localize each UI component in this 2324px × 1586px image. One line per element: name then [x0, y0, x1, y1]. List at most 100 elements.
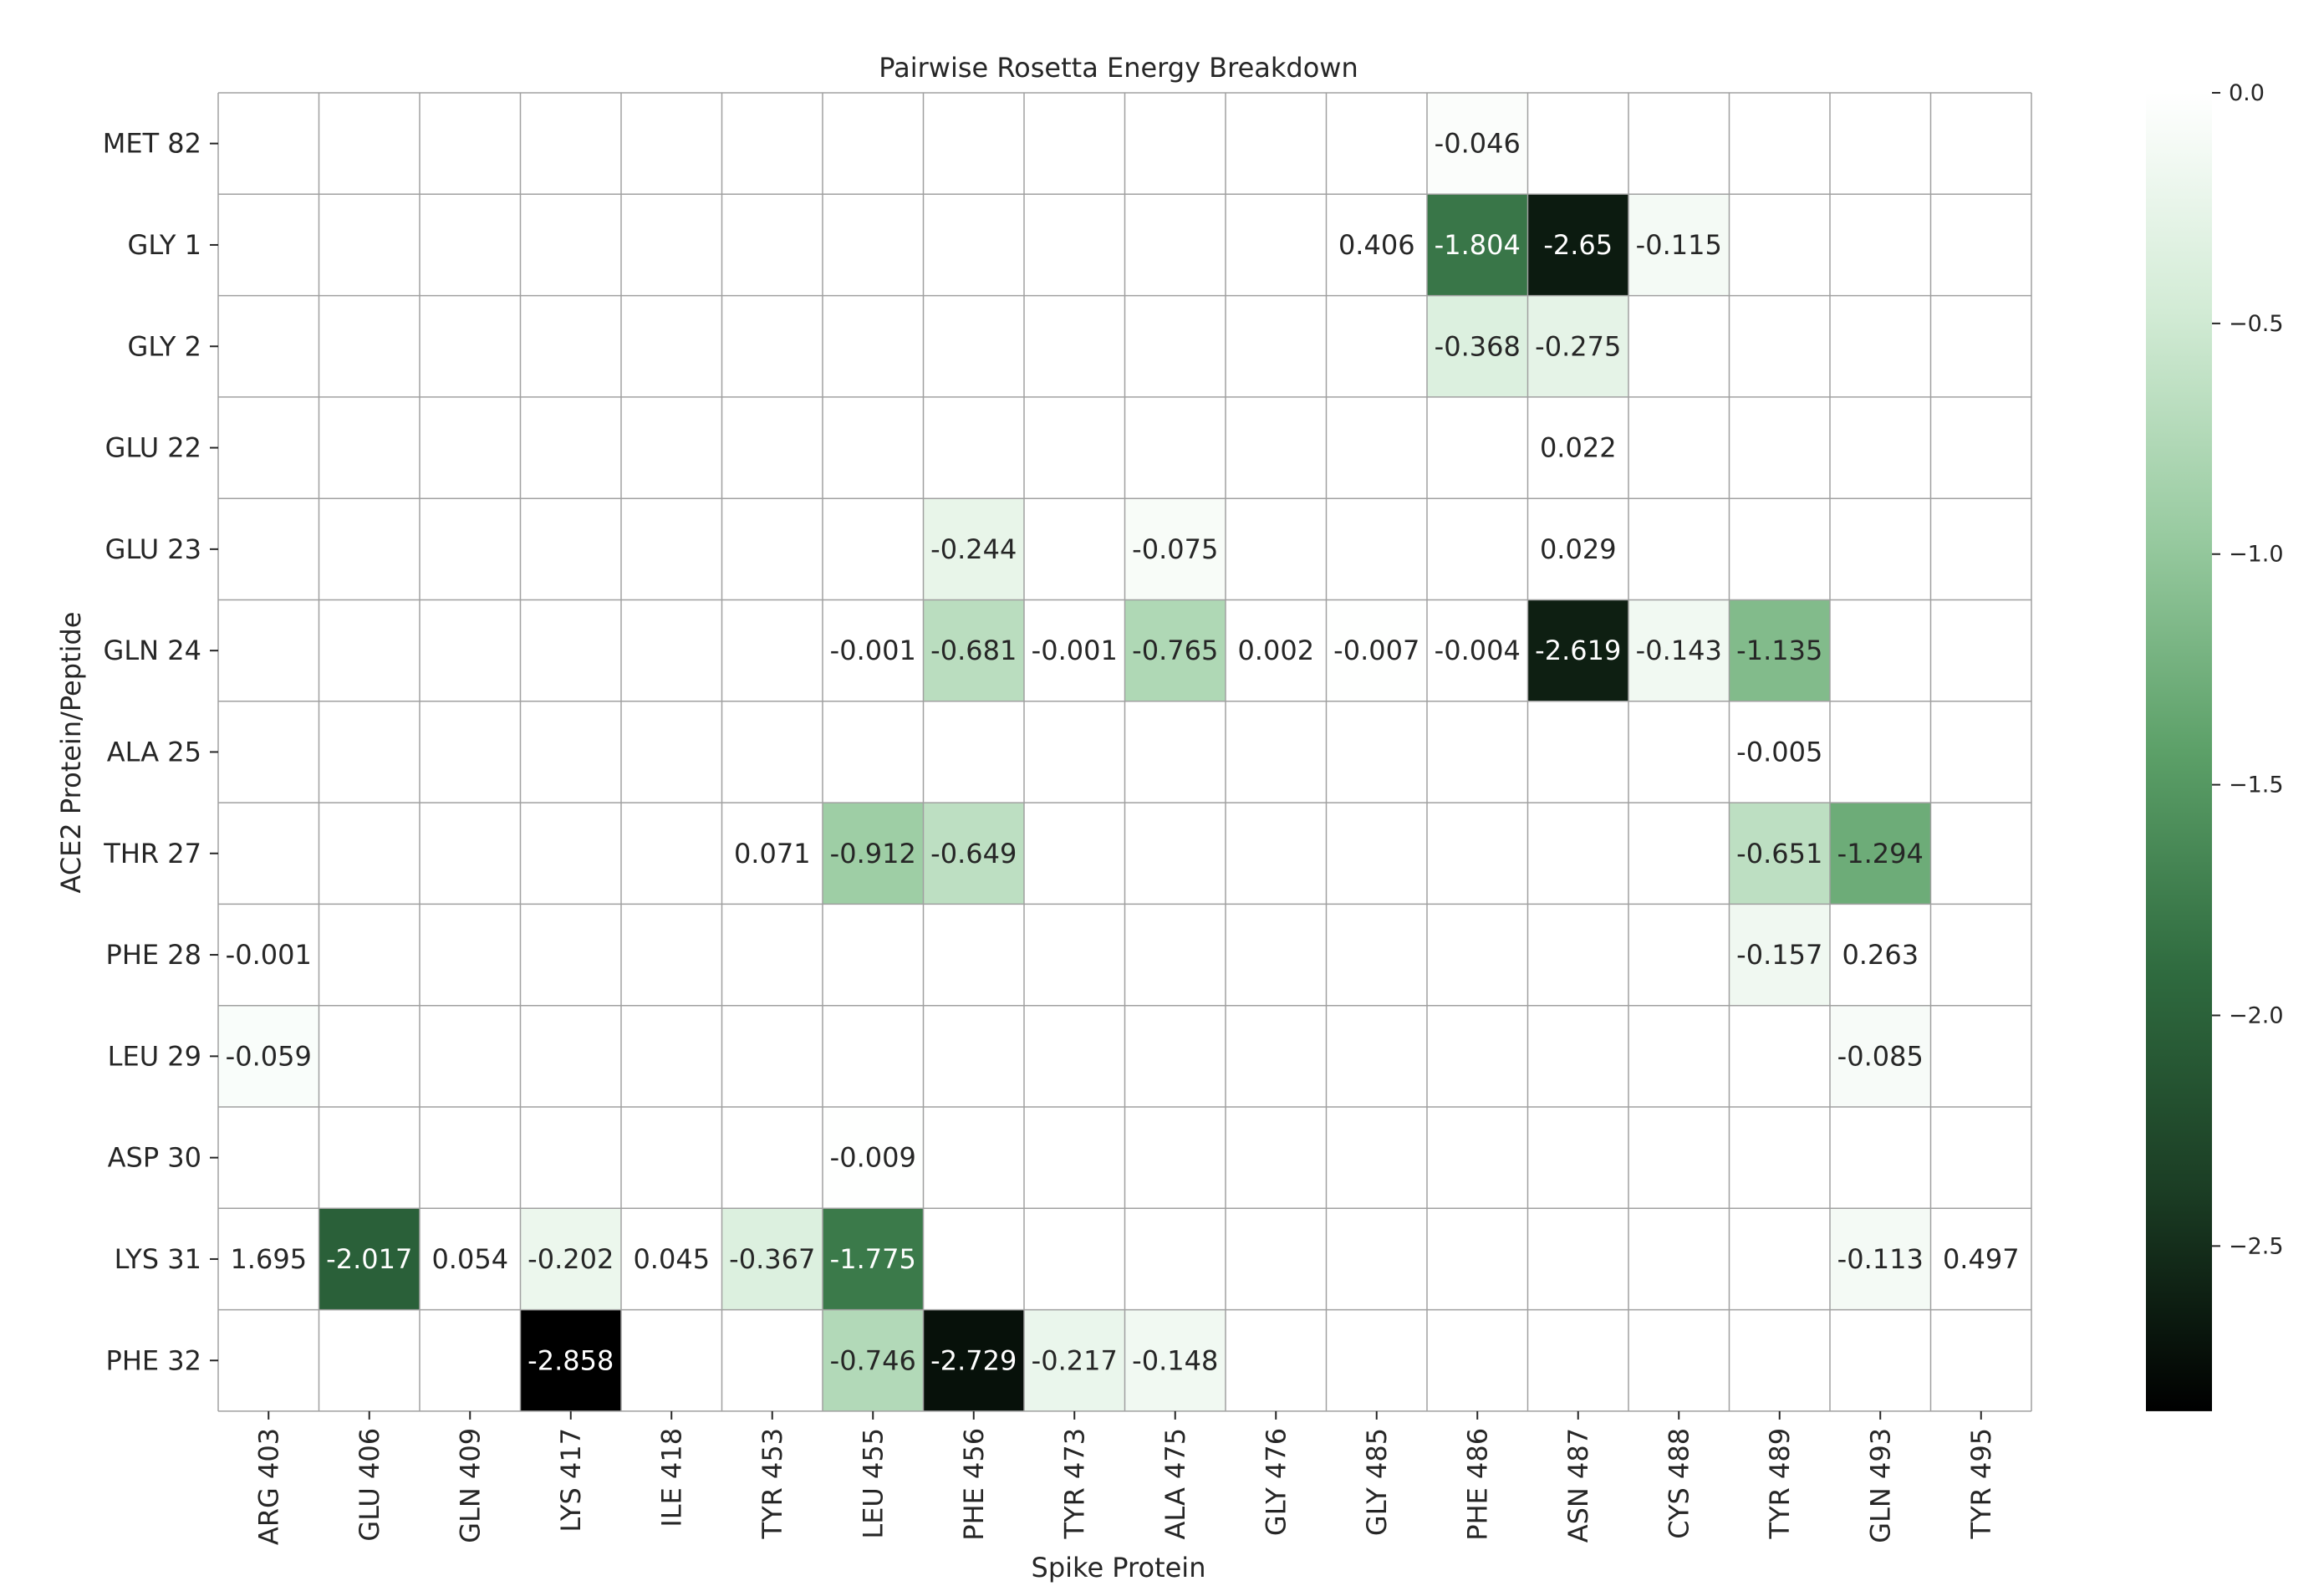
- y-tick-label: ASP 30: [108, 1142, 201, 1174]
- heatmap-cell: [621, 1208, 722, 1310]
- cell-value-label: -2.017: [326, 1243, 412, 1275]
- y-tick-label: THR 27: [103, 838, 201, 869]
- heatmap-cell: [823, 1107, 924, 1209]
- cell-value-label: 0.497: [1943, 1243, 2020, 1275]
- heatmap-cell: [1024, 1309, 1125, 1411]
- heatmap-cell: [420, 1208, 521, 1310]
- cell-value-label: -0.157: [1736, 939, 1822, 971]
- cell-value-label: -0.001: [830, 635, 916, 666]
- x-tick-label: TYR 489: [1764, 1428, 1796, 1540]
- x-tick-label: ASN 487: [1562, 1428, 1594, 1543]
- cell-value-label: -0.046: [1435, 128, 1521, 160]
- cell-value-label: -2.65: [1543, 229, 1613, 261]
- cell-value-label: 0.045: [633, 1243, 710, 1275]
- x-tick-labels: ARG 403 GLU 406 GLN 409 LYS 417 ILE 418 TYR 4…: [252, 1410, 1997, 1545]
- cell-value-label: -0.009: [830, 1142, 916, 1174]
- x-tick-label: GLU 406: [354, 1428, 385, 1542]
- x-tick-label: PHE 486: [1461, 1428, 1493, 1541]
- cell-value-label: -0.368: [1435, 330, 1521, 362]
- cell-value-label: -0.746: [830, 1344, 916, 1376]
- cell-value-label: -0.001: [226, 939, 312, 971]
- x-tick-label: ILE 418: [655, 1428, 687, 1527]
- heatmap-cell: [1427, 194, 1528, 296]
- cell-value-label: -0.148: [1132, 1344, 1218, 1376]
- heatmap-cell: [1930, 1208, 2031, 1310]
- x-tick-label: ALA 475: [1159, 1428, 1191, 1540]
- cell-value-label: -0.681: [930, 635, 1017, 666]
- heatmap-cell: [1024, 599, 1125, 701]
- colorbar-tick-label: −2.5: [2229, 1233, 2284, 1259]
- x-tick-label: GLY 485: [1361, 1428, 1393, 1536]
- x-tick-label: PHE 456: [958, 1428, 990, 1541]
- colorbar-tick-label: −0.5: [2229, 311, 2284, 337]
- heatmap-cell: [721, 803, 823, 905]
- colorbar-tick-label: 0.0: [2229, 80, 2265, 106]
- heatmap-cell: [1729, 599, 1830, 701]
- cell-value-label: -0.113: [1837, 1243, 1924, 1275]
- heatmap-cell: [823, 599, 924, 701]
- heatmap-cell: [1628, 599, 1730, 701]
- heatmap-cell: [319, 1208, 420, 1310]
- cell-value-label: -0.275: [1535, 330, 1621, 362]
- cell-value-label: 0.071: [734, 838, 811, 869]
- x-tick-label: TYR 495: [1965, 1428, 1997, 1540]
- heatmap-cell: [923, 803, 1024, 905]
- cell-value-label: -0.202: [527, 1243, 614, 1275]
- y-tick-label: MET 82: [103, 128, 201, 160]
- cell-value-label: 0.406: [1338, 229, 1415, 261]
- y-tick-label: GLU 23: [105, 533, 201, 565]
- cell-value-label: -0.649: [930, 838, 1017, 869]
- heatmap-cell: [1830, 1208, 1931, 1310]
- heatmap-cell: [1729, 701, 1830, 803]
- heatmap-cells: -0.046 0.406 -1.804 -2.65 -0.115 -0.368 -0.275…: [218, 93, 2031, 1411]
- heatmap-cell: [1124, 498, 1226, 600]
- cell-value-label: -0.007: [1333, 635, 1419, 666]
- x-tick-label: ARG 403: [252, 1428, 284, 1545]
- cell-value-label: -0.765: [1132, 635, 1218, 666]
- y-tick-label: PHE 32: [106, 1344, 201, 1376]
- heatmap-cell: [823, 1309, 924, 1411]
- x-tick-label: TYR 473: [1058, 1428, 1090, 1540]
- y-tick-label: GLU 22: [105, 432, 201, 464]
- cell-value-label: -2.729: [930, 1344, 1017, 1376]
- heatmap-gridlines: [217, 92, 2032, 1412]
- y-tick-label: LYS 31: [115, 1243, 201, 1275]
- cell-value-label: -1.804: [1435, 229, 1521, 261]
- heatmap-cell: [1830, 1005, 1931, 1107]
- heatmap-cell: [923, 1309, 1024, 1411]
- heatmap-cell: [1427, 93, 1528, 195]
- y-tick-label: GLN 24: [104, 635, 201, 666]
- cell-value-label: -1.775: [830, 1243, 916, 1275]
- cell-value-label: -2.858: [527, 1344, 614, 1376]
- colorbar: [2146, 93, 2212, 1411]
- cell-value-label: -1.135: [1736, 635, 1822, 666]
- cell-value-label: -0.075: [1132, 533, 1218, 565]
- x-tick-label: GLN 493: [1864, 1428, 1896, 1543]
- chart-title: Pairwise Rosetta Energy Breakdown: [879, 52, 1358, 84]
- colorbar-ticks: 0.0 −0.5 −1.0 −1.5 −2.0 −2.5: [2212, 80, 2284, 1259]
- heatmap-cell: [218, 1005, 319, 1107]
- cell-value-label: -0.143: [1636, 635, 1722, 666]
- heatmap-cell: [1527, 599, 1628, 701]
- cell-value-label: 0.263: [1842, 939, 1919, 971]
- cell-value-label: 0.054: [431, 1243, 508, 1275]
- heatmap-cell: [1729, 904, 1830, 1006]
- x-axis-label: Spike Protein: [1032, 1552, 1206, 1583]
- heatmap-cell: [1124, 599, 1226, 701]
- heatmap-cell: [923, 599, 1024, 701]
- heatmap-cell: [823, 803, 924, 905]
- heatmap-cell: [1830, 803, 1931, 905]
- x-tick-label: CYS 488: [1663, 1428, 1695, 1539]
- y-tick-label: GLY 2: [128, 330, 201, 362]
- heatmap-cell: [1729, 803, 1830, 905]
- cell-value-label: -1.294: [1837, 838, 1924, 869]
- y-tick-label: ALA 25: [107, 736, 201, 768]
- heatmap-cell: [218, 1208, 319, 1310]
- x-tick-label: GLN 409: [454, 1428, 486, 1543]
- cell-value-label: -0.651: [1736, 838, 1822, 869]
- heatmap-cell: [823, 1208, 924, 1310]
- heatmap-cell: [1427, 599, 1528, 701]
- heatmap-cell: [218, 904, 319, 1006]
- y-tick-label: GLY 1: [128, 229, 201, 261]
- cell-value-label: 0.002: [1237, 635, 1314, 666]
